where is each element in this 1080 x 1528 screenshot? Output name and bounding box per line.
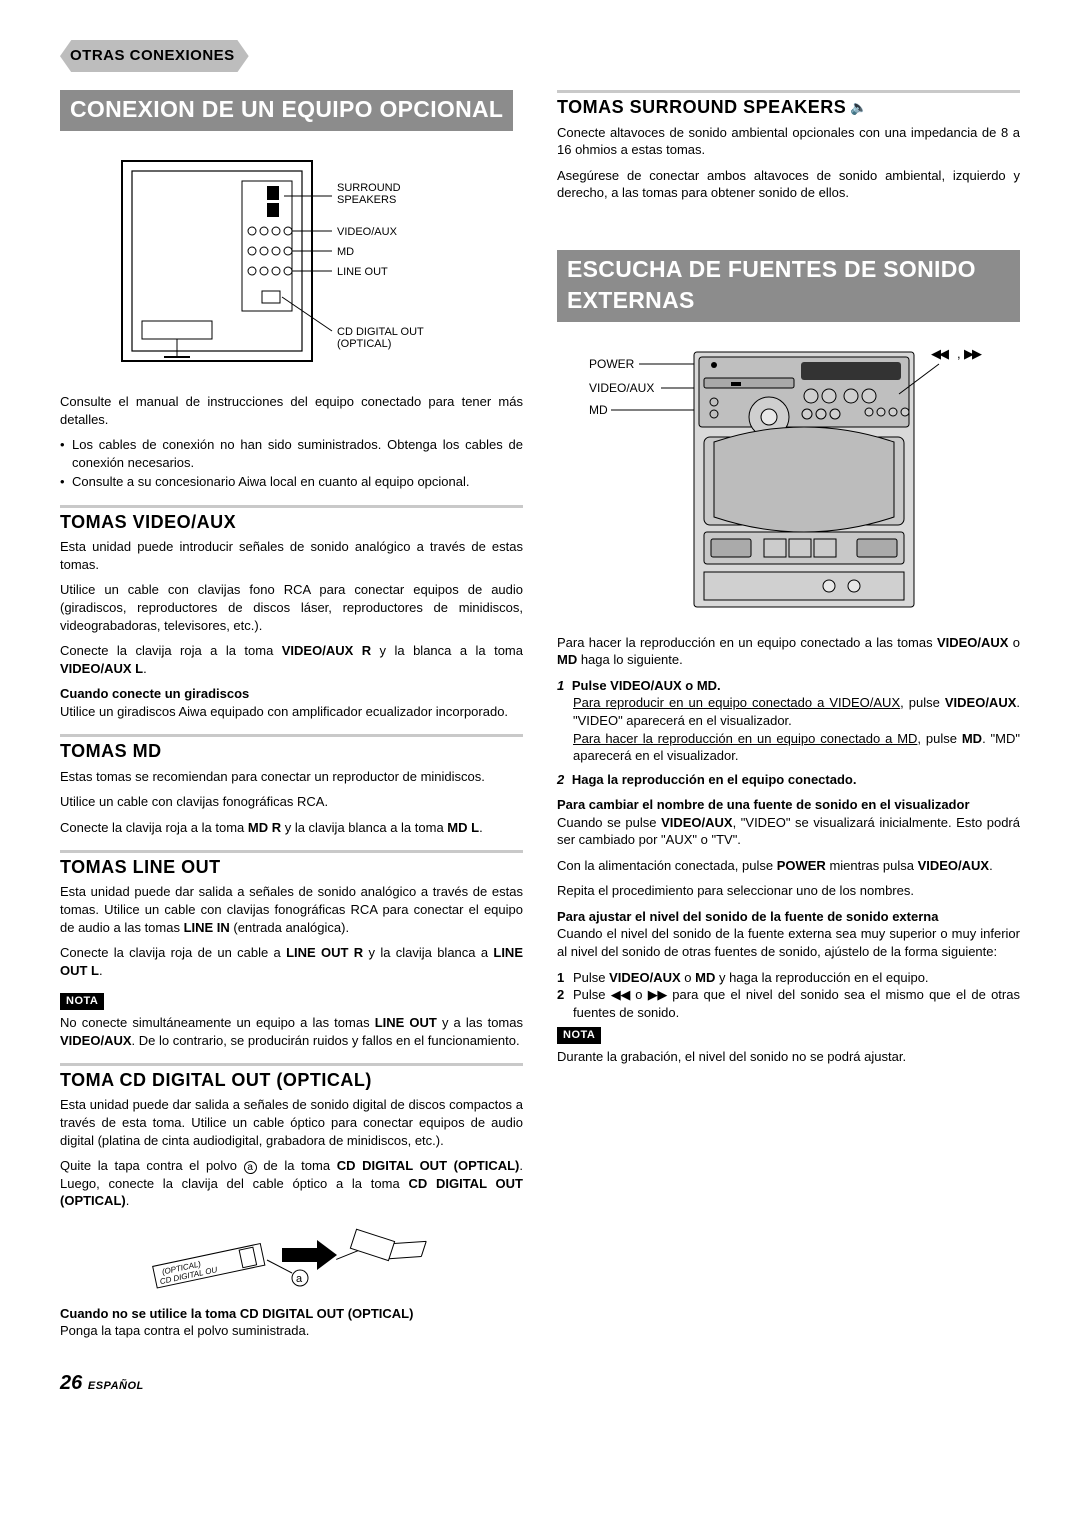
list-item: 1 Pulse VIDEO/AUX o MD y haga la reprodu… bbox=[557, 969, 1020, 987]
body-text: Conecte la clavija roja a la toma MD R y… bbox=[60, 819, 523, 837]
body-text: Esta unidad puede introducir señales de … bbox=[60, 538, 523, 573]
svg-text:◀◀: ◀◀ bbox=[931, 346, 949, 361]
step-number: 1 bbox=[557, 678, 564, 693]
body-text: Para hacer la reproducción en un equipo … bbox=[557, 634, 1020, 669]
svg-text:VIDEO/AUX: VIDEO/AUX bbox=[589, 381, 654, 395]
step-2: 2 Haga la reproducción en el equipo cone… bbox=[557, 771, 1020, 789]
page-number: 26 bbox=[60, 1372, 82, 1394]
body-text: Con la alimentación conectada, pulse POW… bbox=[557, 857, 1020, 875]
nota-badge: NOTA bbox=[60, 993, 104, 1010]
svg-text:CD DIGITAL OUT: CD DIGITAL OUT bbox=[337, 326, 424, 338]
svg-text:MD: MD bbox=[589, 403, 608, 417]
body-text: Utilice un cable con clavijas fono RCA p… bbox=[60, 581, 523, 634]
svg-text:,: , bbox=[957, 346, 961, 361]
body-text: Cuando el nivel del sonido de la fuente … bbox=[557, 925, 1020, 960]
section-lineout-title: TOMAS LINE OUT bbox=[60, 855, 523, 879]
breadcrumb-label: OTRAS CONEXIONES bbox=[60, 40, 249, 72]
svg-text:(OPTICAL): (OPTICAL) bbox=[337, 338, 391, 350]
svg-text:SPEAKERS: SPEAKERS bbox=[337, 194, 396, 206]
unit-front-diagram: POWER VIDEO/AUX MD bbox=[557, 342, 1020, 622]
svg-text:MD: MD bbox=[337, 246, 354, 258]
rear-panel-diagram: SURROUND SPEAKERS VIDEO/AUX MD LINE OUT … bbox=[60, 151, 523, 381]
subheading: Cuando conecte un giradiscos bbox=[60, 685, 523, 703]
breadcrumb: OTRAS CONEXIONES bbox=[60, 40, 1020, 72]
body-text: Conecte la clavija roja a la toma VIDEO/… bbox=[60, 642, 523, 677]
optical-diagram: (OPTICAL) CD DIGITAL OU a bbox=[60, 1218, 523, 1293]
body-text: Utilice un cable con clavijas fonográfic… bbox=[60, 793, 523, 811]
lang-label: ESPAÑOL bbox=[88, 1380, 144, 1392]
section-video-aux-title: TOMAS VIDEO/AUX bbox=[60, 510, 523, 534]
svg-text:a: a bbox=[296, 1273, 303, 1285]
body-text: Estas tomas se recomiendan para conectar… bbox=[60, 768, 523, 786]
step-sub: Para reproducir en un equipo conectado a… bbox=[573, 694, 1020, 729]
adjust-steps: 1 Pulse VIDEO/AUX o MD y haga la reprodu… bbox=[557, 969, 1020, 1022]
right-column: TOMAS SURROUND SPEAKERS🔈 Conecte altavoc… bbox=[557, 90, 1020, 1348]
para-title: Para ajustar el nivel del sonido de la f… bbox=[557, 908, 1020, 926]
left-banner: CONEXION DE UN EQUIPO OPCIONAL bbox=[60, 90, 513, 131]
section-surround-title: TOMAS SURROUND SPEAKERS🔈 bbox=[557, 95, 1020, 119]
page-columns: CONEXION DE UN EQUIPO OPCIONAL bbox=[60, 90, 1020, 1348]
body-text: Ponga la tapa contra el polvo suministra… bbox=[60, 1322, 523, 1340]
step-number: 2 bbox=[557, 772, 564, 787]
list-item: 2 Pulse ◀◀ o ▶▶ para que el nivel del so… bbox=[557, 986, 1020, 1021]
left-column: CONEXION DE UN EQUIPO OPCIONAL bbox=[60, 90, 523, 1348]
body-text: Utilice un giradiscos Aiwa equipado con … bbox=[60, 703, 523, 721]
left-intro: Consulte el manual de instrucciones del … bbox=[60, 393, 523, 428]
section-optical-title: TOMA CD DIGITAL OUT (OPTICAL) bbox=[60, 1068, 523, 1092]
diag-label: SURROUND bbox=[337, 182, 401, 194]
body-text: Esta unidad puede dar salida a señales d… bbox=[60, 883, 523, 936]
right-banner: ESCUCHA DE FUENTES DE SONIDO EXTERNAS bbox=[557, 250, 1020, 322]
body-text: Cuando se pulse VIDEO/AUX, "VIDEO" se vi… bbox=[557, 814, 1020, 849]
body-text: Conecte altavoces de sonido ambiental op… bbox=[557, 124, 1020, 159]
marker-a-icon: a bbox=[244, 1161, 257, 1174]
svg-text:LINE OUT: LINE OUT bbox=[337, 266, 388, 278]
page-footer: 26 ESPAÑOL bbox=[60, 1370, 1020, 1397]
body-text: Repita el procedimiento para seleccionar… bbox=[557, 882, 1020, 900]
para-title: Para cambiar el nombre de una fuente de … bbox=[557, 796, 1020, 814]
step-sub: Para hacer la reproducción en un equipo … bbox=[573, 730, 1020, 765]
nota-badge: NOTA bbox=[557, 1027, 601, 1044]
speaker-icon: 🔈 bbox=[850, 99, 868, 115]
body-text: No conecte simultáneamente un equipo a l… bbox=[60, 1014, 523, 1049]
body-text: Esta unidad puede dar salida a señales d… bbox=[60, 1096, 523, 1149]
subheading: Cuando no se utilice la toma CD DIGITAL … bbox=[60, 1305, 523, 1323]
svg-text:▶▶: ▶▶ bbox=[964, 346, 982, 361]
svg-text:VIDEO/AUX: VIDEO/AUX bbox=[337, 226, 398, 238]
svg-text:POWER: POWER bbox=[589, 357, 635, 371]
body-text: Durante la grabación, el nivel del sonid… bbox=[557, 1048, 1020, 1066]
bullet-item: Consulte a su concesionario Aiwa local e… bbox=[60, 473, 523, 491]
body-text: Asegúrese de conectar ambos altavoces de… bbox=[557, 167, 1020, 202]
step-1: 1 Pulse VIDEO/AUX o MD. Para reproducir … bbox=[557, 677, 1020, 765]
body-text: Conecte la clavija roja de un cable a LI… bbox=[60, 944, 523, 979]
left-intro-bullets: Los cables de conexión no han sido sumin… bbox=[60, 436, 523, 491]
bullet-item: Los cables de conexión no han sido sumin… bbox=[60, 436, 523, 471]
body-text: Quite la tapa contra el polvo a de la to… bbox=[60, 1157, 523, 1210]
section-md-title: TOMAS MD bbox=[60, 739, 523, 763]
